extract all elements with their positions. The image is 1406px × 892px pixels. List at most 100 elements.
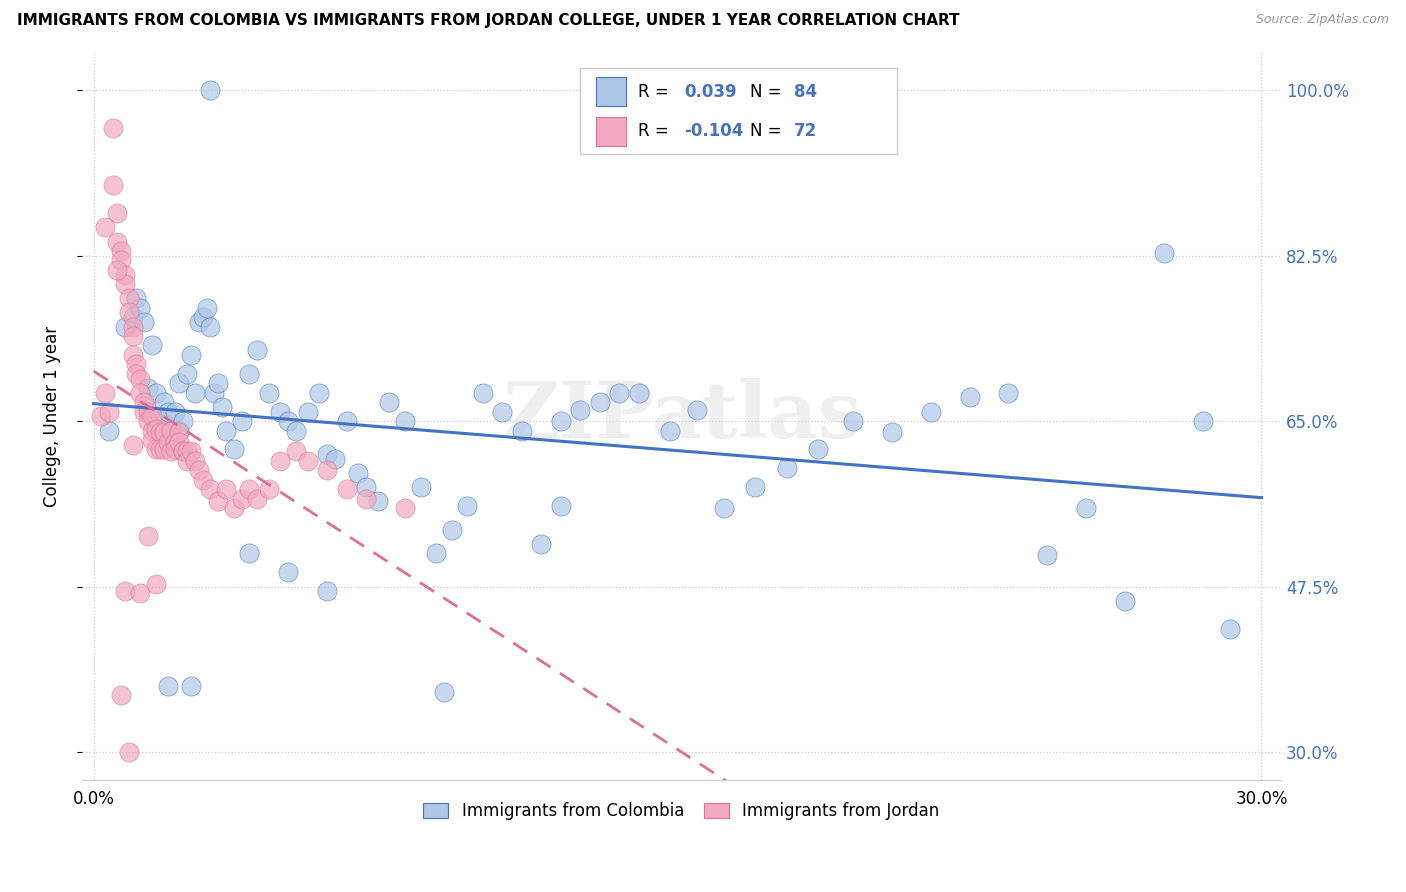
Point	[440, 523, 463, 537]
Point	[125, 291, 148, 305]
Point	[394, 414, 416, 428]
Point	[141, 433, 163, 447]
Point	[807, 442, 830, 457]
Point	[1219, 622, 1241, 636]
Point	[136, 529, 159, 543]
Point	[169, 376, 191, 391]
Point	[165, 434, 187, 449]
Point	[156, 404, 179, 418]
Point	[336, 414, 359, 428]
Point	[257, 385, 280, 400]
Point	[129, 301, 152, 315]
Point	[176, 454, 198, 468]
Point	[336, 482, 359, 496]
Point	[184, 385, 207, 400]
Point	[215, 482, 238, 496]
Point	[134, 404, 156, 418]
Point	[433, 685, 456, 699]
Point	[90, 409, 112, 424]
Point	[257, 482, 280, 496]
Text: 72: 72	[794, 122, 817, 140]
Point	[149, 414, 172, 428]
Point	[510, 424, 533, 438]
Point	[165, 404, 187, 418]
Point	[323, 451, 346, 466]
Point	[121, 319, 143, 334]
Point	[550, 414, 572, 428]
Point	[744, 480, 766, 494]
Point	[121, 310, 143, 325]
Point	[195, 301, 218, 315]
Point	[378, 395, 401, 409]
Point	[959, 391, 981, 405]
Text: Source: ZipAtlas.com: Source: ZipAtlas.com	[1256, 13, 1389, 27]
Point	[686, 402, 709, 417]
Point	[316, 584, 339, 599]
Text: N =: N =	[749, 122, 787, 140]
Point	[156, 434, 179, 449]
Point	[145, 576, 167, 591]
Point	[165, 442, 187, 457]
Point	[920, 404, 942, 418]
Point	[354, 491, 377, 506]
Point	[316, 447, 339, 461]
Point	[297, 454, 319, 468]
Point	[285, 424, 308, 438]
Point	[277, 566, 299, 580]
Point	[187, 315, 209, 329]
Point	[530, 537, 553, 551]
Point	[149, 425, 172, 440]
Point	[145, 385, 167, 400]
Point	[105, 263, 128, 277]
Point	[471, 385, 494, 400]
Text: 0.039: 0.039	[683, 83, 737, 101]
Point	[207, 494, 229, 508]
Point	[1076, 501, 1098, 516]
Point	[316, 463, 339, 477]
Point	[172, 444, 194, 458]
Point	[1192, 414, 1215, 428]
Point	[152, 442, 174, 457]
Point	[191, 473, 214, 487]
Point	[211, 400, 233, 414]
Point	[118, 291, 141, 305]
Point	[156, 679, 179, 693]
Point	[607, 385, 630, 400]
Bar	[596, 117, 626, 145]
Point	[238, 367, 260, 381]
Point	[125, 367, 148, 381]
Point	[231, 491, 253, 506]
Point	[141, 424, 163, 438]
Point	[200, 319, 222, 334]
Point	[110, 253, 132, 268]
Point	[110, 244, 132, 258]
Bar	[596, 77, 626, 106]
Point	[114, 268, 136, 282]
Point	[129, 586, 152, 600]
Point	[1114, 593, 1136, 607]
Point	[354, 480, 377, 494]
Point	[110, 688, 132, 702]
Text: R =: R =	[638, 83, 675, 101]
Point	[246, 343, 269, 358]
Point	[98, 424, 121, 438]
Point	[202, 385, 225, 400]
Point	[136, 404, 159, 418]
Text: N =: N =	[749, 83, 787, 101]
Point	[134, 395, 156, 409]
Point	[215, 424, 238, 438]
Point	[114, 277, 136, 291]
Point	[134, 315, 156, 329]
Point	[176, 367, 198, 381]
Point	[184, 454, 207, 468]
Point	[101, 178, 124, 192]
Point	[169, 424, 191, 438]
Point	[627, 385, 650, 400]
Point	[172, 444, 194, 458]
Point	[367, 494, 389, 508]
Point	[246, 491, 269, 506]
Point	[297, 404, 319, 418]
Point	[180, 444, 202, 458]
Point	[141, 409, 163, 424]
Legend: Immigrants from Colombia, Immigrants from Jordan: Immigrants from Colombia, Immigrants fro…	[416, 796, 946, 827]
